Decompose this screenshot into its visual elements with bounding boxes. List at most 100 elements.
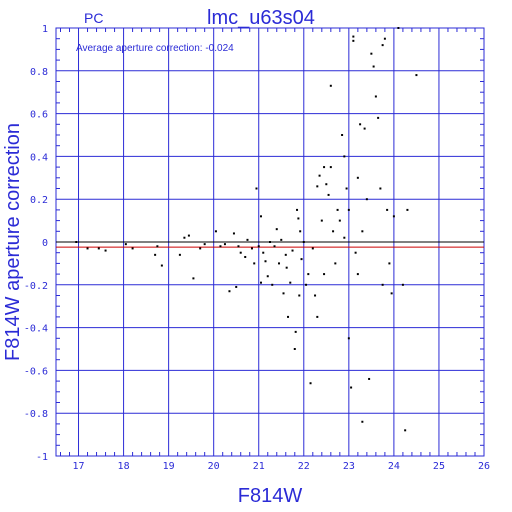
y-tick-label: 0.8 [30,67,48,78]
data-point [329,166,332,169]
x-tick-label: 25 [433,461,445,472]
data-point [266,275,269,278]
data-point [223,243,226,246]
y-tick-label: 0.4 [30,152,48,163]
data-point [278,262,281,265]
data-point [415,74,418,77]
x-axis-label: F814W [238,485,303,507]
data-point [334,262,337,265]
data-point [377,116,380,119]
data-point [359,123,362,126]
data-point [309,382,312,385]
x-tick-label: 19 [163,461,175,472]
data-point [305,283,308,286]
data-point [356,176,359,179]
pc-label: PC [84,10,103,26]
data-point [383,37,386,40]
data-point [284,253,287,256]
y-tick-label: -1 [36,452,48,463]
data-point [343,236,346,239]
data-point [302,241,305,243]
data-point [332,230,335,233]
data-point [275,228,278,231]
data-point [235,285,238,288]
x-tick-label: 20 [208,461,220,472]
data-point [372,65,375,68]
data-point [341,134,344,136]
data-point [131,247,134,250]
data-point [329,84,332,87]
data-point [97,247,100,250]
data-point [269,241,271,243]
data-point [259,281,262,284]
data-point [343,155,346,158]
data-point [160,264,163,267]
data-point [318,174,321,177]
data-point [338,219,341,222]
y-tick-label: 0.6 [30,110,48,121]
data-point [75,241,78,243]
data-point [259,215,262,218]
data-point [345,187,348,190]
data-point [293,348,296,350]
data-point [347,337,350,340]
data-point [156,245,159,248]
data-point [271,283,274,286]
data-point [390,292,393,295]
data-point [203,243,206,246]
data-point [381,283,384,286]
data-point [350,386,353,389]
data-point [104,249,107,252]
y-tick-label: 0 [42,238,48,249]
data-point [257,245,260,248]
y-tick-label: -0.8 [24,409,48,420]
data-point [273,245,276,248]
chart-title: lmc_u63s04 [207,7,315,29]
data-point [323,273,326,276]
data-point [356,273,359,276]
data-point [291,249,294,252]
data-point [246,238,249,241]
data-point [228,290,231,293]
data-point [214,230,217,233]
data-point [397,27,400,29]
x-tick-label: 23 [343,461,355,472]
y-axis-label: F814W aperture correction [2,123,24,361]
data-point [289,281,292,284]
data-point [86,247,89,250]
data-point [311,247,314,250]
data-point [300,258,303,261]
y-tick-label: 1 [42,24,48,35]
data-point [368,377,371,380]
data-point [354,251,357,254]
x-tick-label: 24 [388,461,400,472]
data-point [285,266,288,269]
data-point [352,39,355,42]
data-point [314,294,317,297]
data-point [392,215,395,218]
x-tick-labels: 17 18 19 20 21 22 23 24 25 26 [73,461,491,472]
data-point [379,187,382,190]
y-tick-label: -0.2 [24,281,48,292]
data-point [183,236,186,239]
data-point [352,35,355,38]
data-point [199,247,202,250]
x-tick-label: 18 [118,461,130,472]
y-tick-label: -0.4 [24,324,48,335]
data-point [361,230,364,233]
x-tick-label: 21 [253,461,265,472]
data-point [255,187,258,190]
data-point [325,183,328,186]
x-tick-label: 22 [298,461,310,472]
data-point [386,208,389,211]
data-point [316,185,319,188]
data-point [124,243,127,246]
data-point [401,283,404,286]
data-point [347,208,350,211]
data-point [262,251,265,254]
data-point [388,262,391,265]
data-point [363,127,366,130]
y-tick-labels: -1 -0.8 -0.6 -0.4 -0.2 0 0.2 0.4 0.6 0.8 1 [24,24,48,463]
data-point [282,292,285,295]
